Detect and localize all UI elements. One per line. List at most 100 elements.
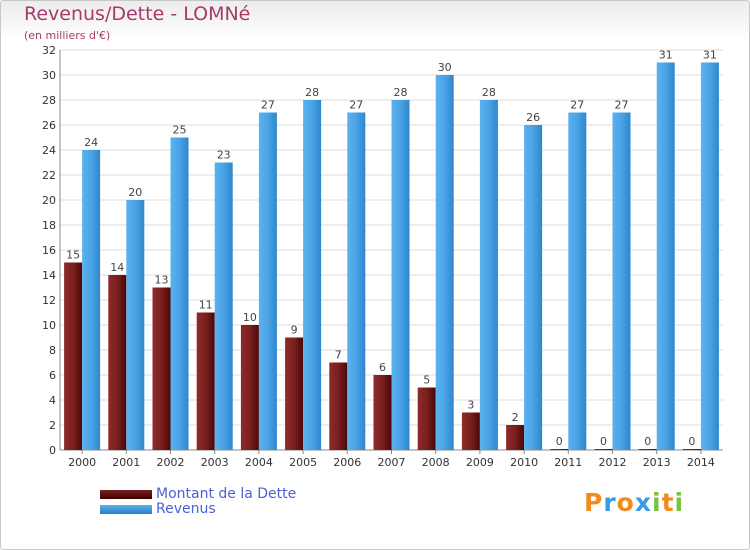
y-tick-label: 22: [42, 169, 56, 182]
bar-revenus: [391, 100, 410, 450]
data-label-revenus: 26: [526, 111, 540, 124]
bar-dette: [506, 425, 525, 450]
logo-letter: r: [603, 488, 617, 517]
x-tick-label: 2004: [245, 456, 273, 469]
logo-letter: P: [584, 488, 604, 517]
x-tick-label: 2001: [112, 456, 140, 469]
bar-revenus: [126, 200, 145, 450]
data-label-dette: 7: [335, 349, 342, 362]
x-tick-label: 2002: [157, 456, 185, 469]
data-label-dette: 2: [512, 411, 519, 424]
bar-dette: [108, 275, 127, 450]
bar-revenus: [568, 112, 587, 450]
x-tick-label: 2006: [333, 456, 361, 469]
bar-revenus: [656, 62, 675, 450]
bar-dette: [240, 325, 259, 450]
data-label-revenus: 28: [394, 86, 408, 99]
bar-revenus: [435, 75, 454, 450]
data-label-revenus: 31: [659, 49, 673, 62]
y-tick-label: 26: [42, 119, 56, 132]
logo-letter: i: [674, 488, 685, 517]
data-label-dette: 0: [688, 435, 695, 448]
bar-dette: [594, 449, 613, 450]
bar-dette: [196, 312, 215, 450]
legend-label-dette: Montant de la Dette: [156, 486, 297, 502]
bar-dette: [550, 449, 569, 450]
legend-swatch-dette: [100, 489, 152, 499]
bar-dette: [638, 449, 657, 450]
data-label-revenus: 27: [349, 99, 363, 112]
y-tick-label: 14: [42, 269, 56, 282]
bar-revenus: [612, 112, 631, 450]
data-label-dette: 14: [110, 261, 124, 274]
x-tick-label: 2012: [599, 456, 627, 469]
bar-dette: [461, 412, 480, 450]
data-label-dette: 10: [243, 311, 257, 324]
x-tick-label: 2010: [510, 456, 538, 469]
data-label-revenus: 30: [438, 61, 452, 74]
x-tick-label: 2005: [289, 456, 317, 469]
data-label-revenus: 23: [217, 149, 231, 162]
y-tick-label: 16: [42, 244, 56, 257]
logo-letter: o: [616, 488, 635, 517]
bar-dette: [417, 387, 436, 450]
logo-letter: i: [652, 488, 662, 517]
data-label-dette: 0: [644, 435, 651, 448]
x-tick-label: 2011: [554, 456, 582, 469]
x-tick-label: 2003: [201, 456, 229, 469]
y-tick-label: 10: [42, 319, 56, 332]
x-tick-label: 2008: [422, 456, 450, 469]
data-label-revenus: 27: [570, 99, 584, 112]
data-label-revenus: 27: [261, 99, 275, 112]
y-tick-label: 24: [42, 144, 56, 157]
bar-dette: [329, 362, 348, 450]
data-label-dette: 11: [199, 299, 213, 312]
legend-item-dette: Montant de la Dette: [100, 486, 297, 502]
data-label-dette: 5: [423, 374, 430, 387]
y-tick-label: 2: [49, 419, 56, 432]
legend-label-revenus: Revenus: [156, 501, 216, 517]
bar-revenus: [82, 150, 101, 450]
bar-dette: [682, 449, 701, 450]
y-tick-label: 28: [42, 94, 56, 107]
data-label-revenus: 27: [615, 99, 629, 112]
bar-revenus: [347, 112, 366, 450]
data-label-revenus: 24: [84, 136, 98, 149]
data-label-dette: 3: [467, 399, 474, 412]
x-tick-label: 2009: [466, 456, 494, 469]
bar-revenus: [303, 100, 322, 450]
x-tick-label: 2007: [378, 456, 406, 469]
y-tick-label: 30: [42, 69, 56, 82]
chart-subtitle: (en milliers d'€): [24, 29, 111, 42]
y-tick-label: 8: [49, 344, 56, 357]
x-tick-label: 2000: [68, 456, 96, 469]
y-tick-label: 32: [42, 44, 56, 57]
bar-revenus: [258, 112, 277, 450]
x-tick-label: 2014: [687, 456, 715, 469]
y-tick-label: 20: [42, 194, 56, 207]
bar-dette: [373, 375, 392, 450]
data-label-dette: 0: [600, 435, 607, 448]
x-tick-label: 2013: [643, 456, 671, 469]
data-label-revenus: 28: [482, 86, 496, 99]
y-tick-label: 4: [49, 394, 56, 407]
bar-revenus: [214, 162, 233, 450]
data-label-dette: 13: [155, 274, 169, 287]
logo-letter: t: [661, 488, 675, 517]
data-label-revenus: 31: [703, 49, 717, 62]
data-label-revenus: 28: [305, 86, 319, 99]
y-tick-label: 6: [49, 369, 56, 382]
bar-revenus: [524, 125, 543, 450]
data-label-dette: 9: [291, 324, 298, 337]
y-tick-label: 18: [42, 219, 56, 232]
bar-revenus: [170, 137, 189, 450]
data-label-dette: 15: [66, 249, 80, 262]
data-label-revenus: 20: [128, 186, 142, 199]
chart-title: Revenus/Dette - LOMNé: [24, 3, 251, 25]
bar-revenus: [479, 100, 498, 450]
bar-dette: [152, 287, 171, 450]
bar-revenus: [700, 62, 719, 450]
data-label-dette: 6: [379, 361, 386, 374]
y-tick-label: 12: [42, 294, 56, 307]
